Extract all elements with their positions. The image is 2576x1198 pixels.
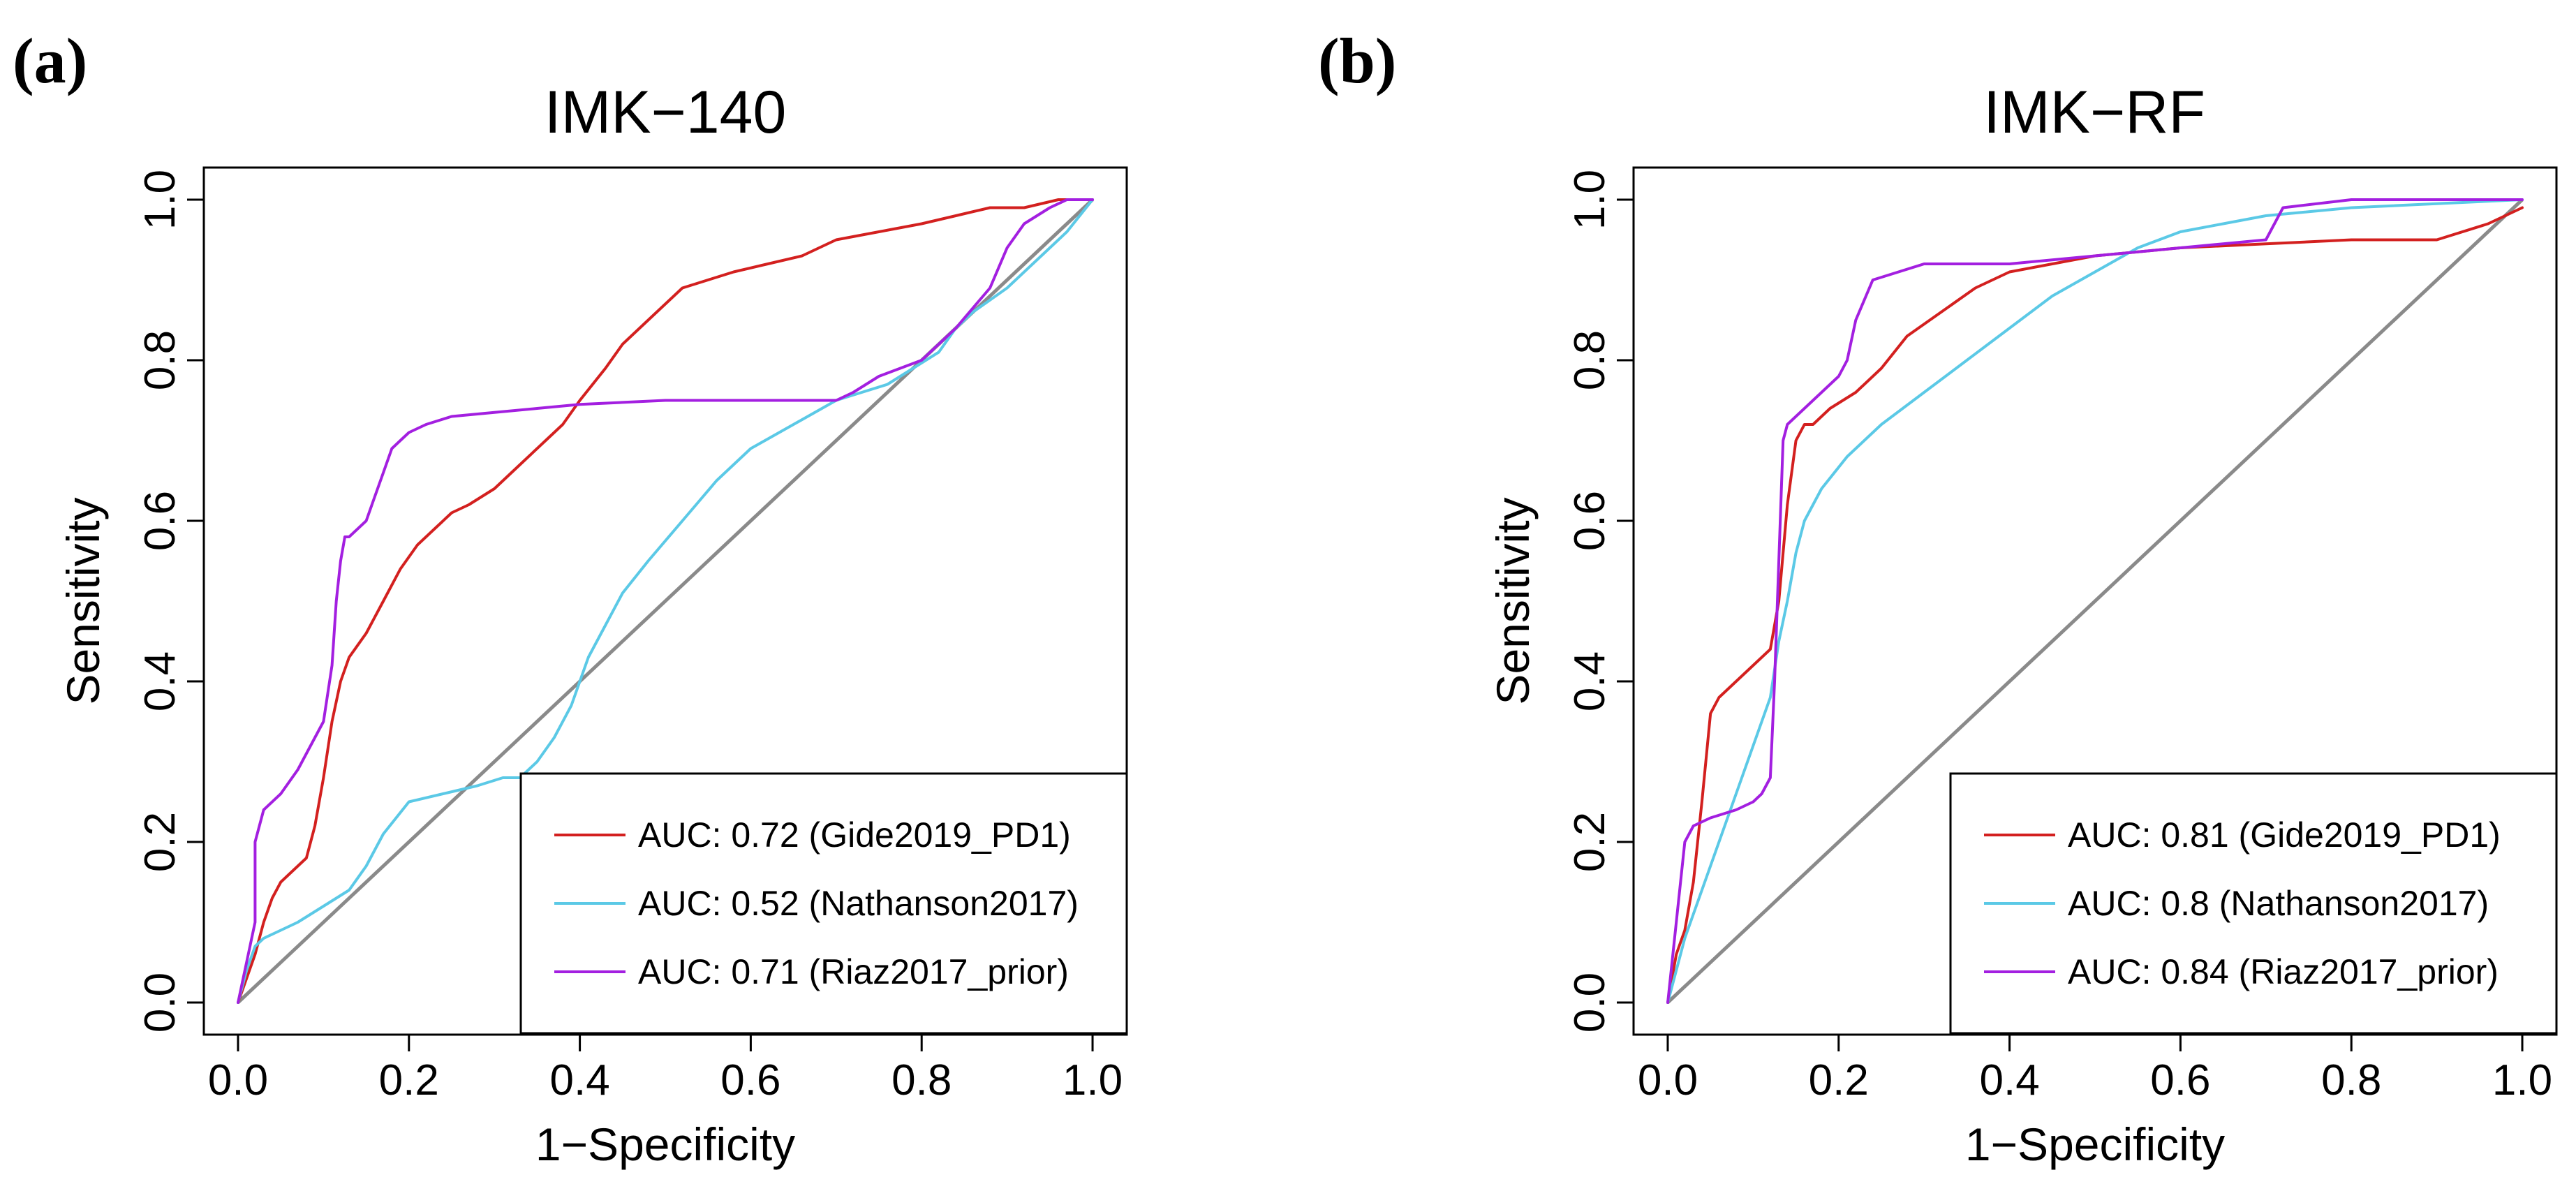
x-tick-label: 0.6: [720, 1056, 780, 1104]
y-axis-label: Sensitivity: [57, 497, 109, 704]
y-tick-label: 0.6: [136, 491, 184, 551]
chart-panel-a: (a) IMK−140 0.0 0.2 0.4 0.6 0.8 1.0 0.0 0.2 0.4 0.6…: [13, 25, 1128, 1170]
legend-entry: AUC: 0.72 (Gide2019_PD1): [638, 815, 1071, 855]
x-tick-label: 0.8: [2321, 1056, 2381, 1104]
roc-line-purple: [237, 198, 1094, 1004]
chart-title: IMK−140: [545, 79, 787, 146]
legend: AUC: 0.81 (Gide2019_PD1) AUC: 0.8 (Nathan…: [1949, 772, 2558, 1035]
y-tick-label: 1.0: [136, 170, 184, 230]
legend-entry: AUC: 0.71 (Riaz2017_prior): [638, 952, 1069, 991]
plot-frame: [1632, 166, 2558, 1036]
y-tick-label: 0.0: [136, 973, 184, 1033]
y-tick-label: 0.8: [1566, 330, 1614, 390]
x-tick-label: 0.0: [1638, 1056, 1698, 1104]
plot-frame: [202, 166, 1128, 1036]
x-axis-label: 1−Specificity: [535, 1118, 795, 1170]
panel-letter: (b): [1318, 25, 1396, 96]
y-tick-label: 1.0: [1566, 170, 1614, 230]
y-tick-label: 0.2: [136, 812, 184, 872]
legend: AUC: 0.72 (Gide2019_PD1) AUC: 0.52 (Natha…: [519, 772, 1128, 1035]
x-tick-label: 0.8: [891, 1056, 952, 1104]
y-tick-label: 0.4: [1566, 651, 1614, 711]
legend-entry: AUC: 0.52 (Nathanson2017): [638, 884, 1079, 923]
panel-letter: (a): [13, 25, 87, 96]
legend-entry: AUC: 0.84 (Riaz2017_prior): [2068, 952, 2499, 991]
roc-line-cyan: [1666, 198, 2524, 1004]
legend-entry: AUC: 0.81 (Gide2019_PD1): [2068, 815, 2501, 855]
x-axis-label: 1−Specificity: [1965, 1118, 2225, 1170]
roc-line-cyan: [237, 198, 1094, 1004]
chart-panel-b: (b) IMK−RF 0.0 0.2 0.4 0.6 0.8 1.0 0.0 0.2 0.4 0.6 0…: [1318, 25, 2558, 1170]
x-tick-label: 0.4: [549, 1056, 609, 1104]
x-tick-label: 0.2: [379, 1056, 439, 1104]
roc-line-red: [237, 198, 1094, 1004]
x-tick-label: 0.4: [1979, 1056, 2039, 1104]
y-axis-label: Sensitivity: [1487, 497, 1539, 704]
y-tick-label: 0.2: [1566, 812, 1614, 872]
diagonal-reference-line: [1666, 198, 2524, 1004]
x-tick-label: 0.6: [2150, 1056, 2210, 1104]
y-tick-label: 0.8: [136, 330, 184, 390]
y-tick-label: 0.0: [1566, 973, 1614, 1033]
y-tick-label: 0.6: [1566, 491, 1614, 551]
x-tick-label: 1.0: [2492, 1056, 2552, 1104]
roc-line-purple: [1666, 198, 2524, 1004]
x-tick-label: 1.0: [1063, 1056, 1123, 1104]
x-tick-label: 0.2: [1809, 1056, 1869, 1104]
chart-title: IMK−RF: [1983, 79, 2205, 146]
y-tick-label: 0.4: [136, 651, 184, 711]
legend-entry: AUC: 0.8 (Nathanson2017): [2068, 884, 2489, 923]
x-tick-label: 0.0: [208, 1056, 268, 1104]
